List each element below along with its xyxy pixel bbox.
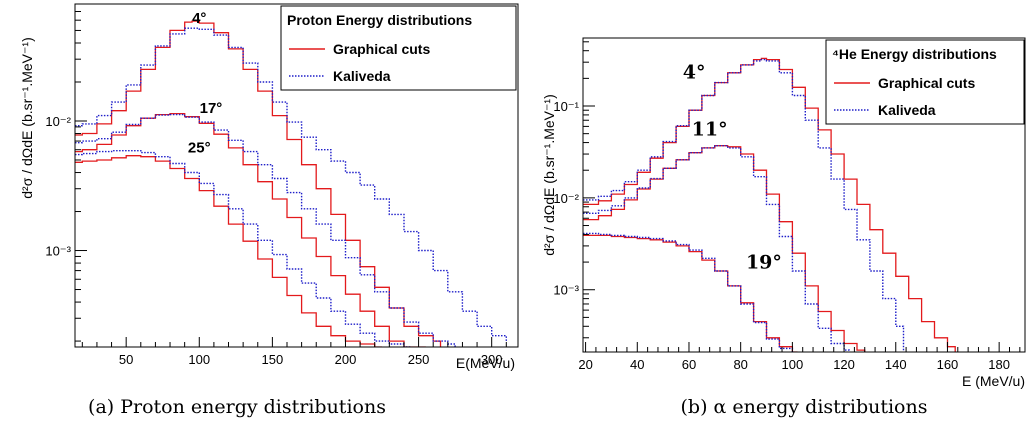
x-tick-label-a: 50: [119, 352, 133, 367]
x-tick-label-b: 60: [682, 357, 696, 372]
angle-label-a: 25°: [188, 140, 211, 157]
series-a-3-kaliveda: [75, 113, 456, 347]
x-tick-label-b: 160: [937, 357, 959, 372]
series-b-1-kaliveda: [583, 58, 905, 352]
legend-entry-b: Kaliveda: [878, 102, 936, 118]
plot-frame-a: [74, 3, 519, 348]
angle-label-b: 4°: [683, 61, 706, 83]
panel-proton-energy: 50 100 150 200 250 300 10⁻² 10⁻³ E(MeV/u) d²σ / d…: [19, 3, 519, 371]
legend-title-b: ⁴He Energy distributions: [832, 46, 997, 62]
x-tick-label-b: 180: [988, 357, 1010, 372]
y-axis-title-b: d²σ / dΩdE (b.sr⁻¹.MeV⁻¹): [541, 94, 557, 255]
series-group-a: [75, 20, 507, 347]
series-a-4-graphical-cuts: [75, 155, 382, 347]
series-a-1-kaliveda: [75, 27, 507, 342]
x-tick-label-a: 150: [262, 352, 284, 367]
x-axis-title-a: E(MeV/u): [456, 355, 515, 371]
angle-label-a: 4°: [192, 10, 206, 27]
caption-a: (a) Proton energy distributions: [88, 396, 386, 418]
angle-label-b: 19°: [746, 252, 782, 274]
series-b-5-kaliveda: [583, 232, 794, 352]
series-group-b: [583, 57, 956, 352]
legend-a: Proton Energy distributions Graphical cut…: [280, 5, 517, 91]
angle-label-b: 11°: [692, 118, 728, 140]
y-tick-label-b: 10⁻¹: [553, 99, 579, 114]
plot-frame-b: [582, 37, 1026, 353]
caption-b: (b) α energy distributions: [681, 396, 928, 418]
series-a-5-kaliveda: [75, 150, 412, 347]
x-tick-label-a: 300: [481, 352, 503, 367]
x-tick-label-a: 250: [408, 352, 430, 367]
legend-entry-a: Graphical cuts: [333, 41, 430, 57]
y-tick-label-b: 10⁻³: [553, 283, 579, 298]
y-tick-label-a: 10⁻³: [45, 244, 71, 259]
series-b-3-kaliveda: [583, 145, 850, 352]
x-axis-title-b: E (MeV/u): [962, 373, 1025, 389]
x-tick-label-a: 100: [188, 352, 210, 367]
x-tick-label-b: 100: [782, 357, 804, 372]
legend-title-a: Proton Energy distributions: [287, 12, 472, 28]
angle-label-a: 17°: [200, 100, 223, 117]
series-a-2-graphical-cuts: [75, 112, 426, 347]
x-tick-label-b: 80: [733, 357, 747, 372]
x-tick-label-b: 120: [833, 357, 855, 372]
y-axis-title-a: d²σ / dΩdE (b.sr⁻¹.MeV⁻¹): [19, 37, 35, 198]
x-tick-label-b: 140: [885, 357, 907, 372]
x-tick-label-b: 20: [578, 357, 592, 372]
y-tick-label-a: 10⁻²: [45, 114, 71, 129]
x-tick-label-b: 40: [630, 357, 644, 372]
legend-entry-b: Graphical cuts: [878, 75, 975, 91]
panel-alpha-energy: 20 40 60 80 100 120 140 160 180 10⁻¹ 10⁻² 10⁻³ E (Me…: [541, 37, 1026, 389]
legend-entry-a: Kaliveda: [333, 68, 391, 84]
x-tick-label-a: 200: [335, 352, 357, 367]
y-tick-label-b: 10⁻²: [553, 191, 579, 206]
legend-b: ⁴He Energy distributions Graphical cuts Ka…: [825, 39, 1025, 125]
series-b-2-graphical-cuts: [583, 145, 866, 352]
